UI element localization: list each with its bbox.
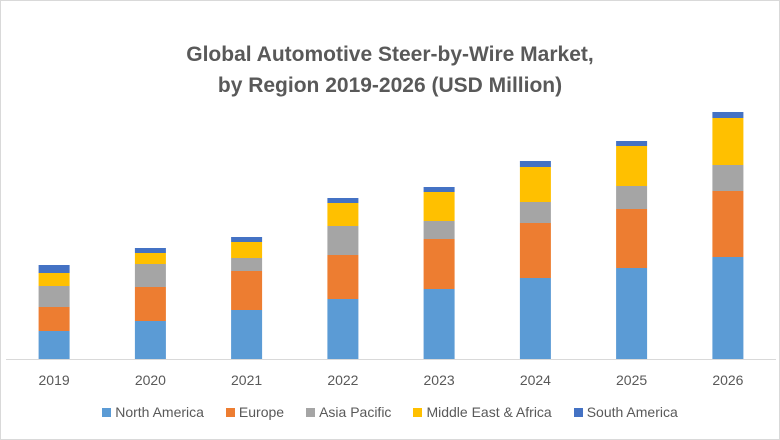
bar-segment-south-america-2020	[134, 248, 166, 253]
bar-segment-asia-pacific-2022	[327, 226, 359, 255]
legend-swatch	[413, 407, 423, 417]
bar-segment-europe-2020	[134, 287, 166, 321]
x-tick-label: 2019	[39, 372, 70, 388]
bar-segment-north-america-2021	[231, 310, 263, 359]
bar-segment-europe-2025	[616, 209, 648, 268]
x-tick-label: 2026	[712, 372, 743, 388]
legend-item: Middle East & Africa	[413, 404, 552, 420]
x-tick-label: 2022	[327, 372, 358, 388]
legend-label: Middle East & Africa	[426, 404, 552, 420]
bar-segment-europe-2026	[712, 191, 744, 257]
bar-segment-europe-2023	[423, 239, 455, 289]
bar-stack-2025	[616, 141, 648, 359]
bar-stack-2022	[327, 198, 359, 359]
bar-segment-asia-pacific-2020	[134, 264, 166, 287]
legend-label: North America	[115, 404, 204, 420]
bar-stack-2023	[423, 187, 455, 359]
legend-swatch	[573, 407, 583, 417]
bar-stack-2019	[38, 265, 70, 359]
legend-item: Asia Pacific	[306, 404, 391, 420]
x-tick-label: 2020	[135, 372, 166, 388]
x-tick-labels: 2019 2020 2021 2022 2023 2024 2025 2026	[39, 372, 744, 388]
bar-stack-2021	[231, 237, 263, 359]
bar-segment-south-america-2024	[519, 161, 551, 167]
bar-segment-middle-east-africa-2021	[231, 242, 263, 258]
bar-segment-south-america-2022	[327, 198, 359, 203]
bar-stack-2020	[134, 248, 166, 359]
bar-segment-asia-pacific-2026	[712, 165, 744, 191]
chart-title: Global Automotive Steer-by-Wire Market, …	[1, 39, 779, 101]
legend-swatch	[102, 407, 112, 417]
bar-segment-south-america-2025	[616, 141, 648, 146]
bar-segment-europe-2024	[519, 223, 551, 278]
bar-segment-north-america-2024	[519, 278, 551, 359]
bar-segment-europe-2019	[38, 307, 70, 331]
legend-item: North America	[102, 404, 204, 420]
bar-segment-middle-east-africa-2024	[519, 167, 551, 202]
chart-title-line-2: by Region 2019-2026 (USD Million)	[217, 74, 563, 97]
bar-segment-south-america-2023	[423, 187, 455, 192]
legend: North America Europe Asia Pacific Middle Ea…	[1, 404, 779, 420]
legend-label: Asia Pacific	[319, 404, 392, 420]
legend-swatch	[225, 407, 235, 417]
bar-segment-middle-east-africa-2025	[616, 146, 648, 186]
bar-stack-2026	[712, 112, 744, 359]
x-tick-label: 2025	[616, 372, 647, 388]
legend-label: Europe	[238, 404, 285, 420]
bar-stack-2024	[519, 161, 551, 359]
x-tick-label: 2021	[231, 372, 262, 388]
bar-segment-south-america-2026	[712, 112, 744, 118]
bar-segment-middle-east-africa-2026	[712, 118, 744, 165]
chart-title-line-1: Global Automotive Steer-by-Wire Market,	[186, 43, 594, 66]
bar-segment-south-america-2021	[231, 237, 263, 242]
bar-segment-asia-pacific-2024	[519, 202, 551, 223]
bar-segment-middle-east-africa-2023	[423, 192, 455, 221]
bars-group	[38, 112, 744, 359]
bar-segment-north-america-2026	[712, 257, 744, 359]
legend-label: South America	[586, 404, 678, 420]
bar-segment-asia-pacific-2021	[231, 258, 263, 271]
bar-segment-middle-east-africa-2019	[38, 273, 70, 286]
bar-segment-asia-pacific-2019	[38, 286, 70, 307]
bar-segment-middle-east-africa-2022	[327, 203, 359, 226]
bar-segment-north-america-2025	[616, 268, 648, 359]
bar-segment-asia-pacific-2025	[616, 186, 648, 209]
bar-segment-south-america-2019	[38, 265, 70, 273]
bar-segment-europe-2021	[231, 271, 263, 310]
bar-segment-north-america-2019	[38, 331, 70, 359]
bar-segment-asia-pacific-2023	[423, 221, 455, 239]
bar-segment-north-america-2022	[327, 299, 359, 359]
bar-segment-middle-east-africa-2020	[134, 253, 166, 264]
legend-swatch	[306, 407, 316, 417]
bar-segment-europe-2022	[327, 255, 359, 299]
x-tick-label: 2024	[520, 372, 551, 388]
legend-item: South America	[573, 404, 678, 420]
bar-segment-north-america-2023	[423, 289, 455, 359]
x-tick-label: 2023	[424, 372, 455, 388]
bar-segment-north-america-2020	[134, 321, 166, 359]
legend-item: Europe	[225, 404, 285, 420]
